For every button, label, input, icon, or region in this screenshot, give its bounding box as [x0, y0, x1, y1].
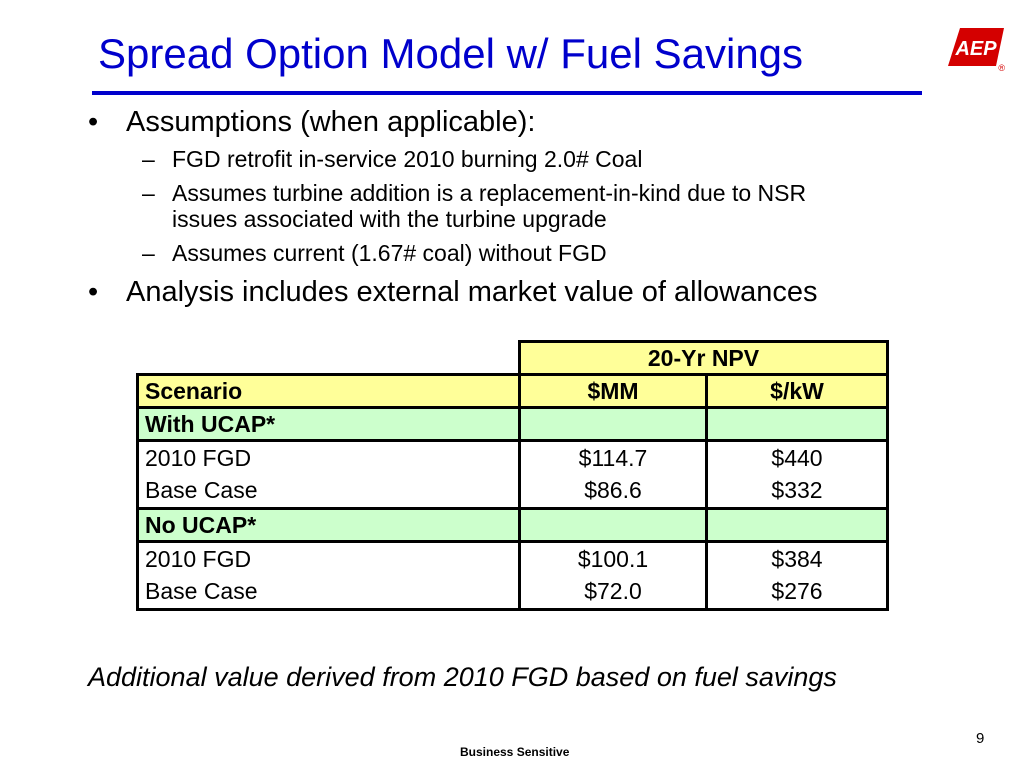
empty-cell: [518, 507, 708, 543]
bullet-text: Analysis includes external market value …: [126, 276, 818, 308]
empty-cell: [705, 507, 889, 543]
title-underline: [92, 91, 922, 95]
bullet-text: Assumptions (when applicable):: [126, 106, 536, 138]
bullet-list: • Assumptions (when applicable): – FGD r…: [0, 0, 1024, 320]
slide-title: Spread Option Model w/ Fuel Savings: [98, 30, 804, 77]
empty-cell: [138, 342, 520, 375]
column-header-per-kw: $/kW: [705, 373, 889, 409]
section-label: With UCAP*: [136, 406, 521, 442]
table-group-header-row: 20-Yr NPV: [138, 340, 889, 376]
aep-logo-text: AEP: [954, 38, 997, 60]
npv-table: 20-Yr NPV Scenario $MM $/kW With UCAP* 2…: [136, 340, 889, 611]
npv-mm-cell: $86.6: [518, 474, 708, 510]
section-row-with-ucap: With UCAP*: [136, 406, 889, 442]
footer-label: Business Sensitive: [460, 745, 570, 759]
sub-bullet-text: Assumes current (1.67# coal) without FGD: [172, 240, 607, 266]
npv-per-kw-cell: $276: [705, 575, 889, 611]
conclusion-note: Additional value derived from 2010 FGD b…: [88, 662, 837, 692]
bullet-marker: •: [88, 106, 99, 138]
table-row: 2010 FGD $114.7 $440: [136, 440, 889, 475]
section-row-no-ucap: No UCAP*: [136, 507, 889, 543]
npv-per-kw-cell: $384: [705, 541, 889, 576]
table-row: Base Case $72.0 $276: [136, 575, 889, 611]
page-number: 9: [976, 730, 985, 747]
sub-bullet-marker: –: [142, 180, 155, 206]
registered-mark: ®: [998, 63, 1005, 72]
column-header-scenario: Scenario: [136, 373, 521, 409]
npv-mm-cell: $72.0: [518, 575, 708, 611]
npv-per-kw-cell: $332: [705, 474, 889, 510]
scenario-cell: Base Case: [136, 575, 521, 611]
section-label: No UCAP*: [136, 507, 521, 543]
aep-logo: AEP ®: [946, 22, 1008, 72]
npv-per-kw-cell: $440: [705, 440, 889, 475]
sub-bullet-text: FGD retrofit in-service 2010 burning 2.0…: [172, 146, 643, 172]
scenario-cell: 2010 FGD: [136, 440, 521, 475]
table-row: 2010 FGD $100.1 $384: [136, 541, 889, 576]
sub-bullet-text: issues associated with the turbine upgra…: [172, 206, 607, 232]
scenario-cell: Base Case: [136, 474, 521, 510]
bullet-marker: •: [88, 276, 99, 308]
empty-cell: [705, 406, 889, 442]
table-header-row: Scenario $MM $/kW: [136, 373, 889, 409]
scenario-cell: 2010 FGD: [136, 541, 521, 576]
npv-group-header: 20-Yr NPV: [518, 340, 889, 376]
sub-bullet-marker: –: [142, 240, 155, 266]
table-row: Base Case $86.6 $332: [136, 474, 889, 510]
column-header-mm: $MM: [518, 373, 708, 409]
npv-mm-cell: $114.7: [518, 440, 708, 475]
empty-cell: [518, 406, 708, 442]
npv-mm-cell: $100.1: [518, 541, 708, 576]
sub-bullet-text: Assumes turbine addition is a replacemen…: [172, 180, 807, 206]
sub-bullet-marker: –: [142, 146, 155, 172]
